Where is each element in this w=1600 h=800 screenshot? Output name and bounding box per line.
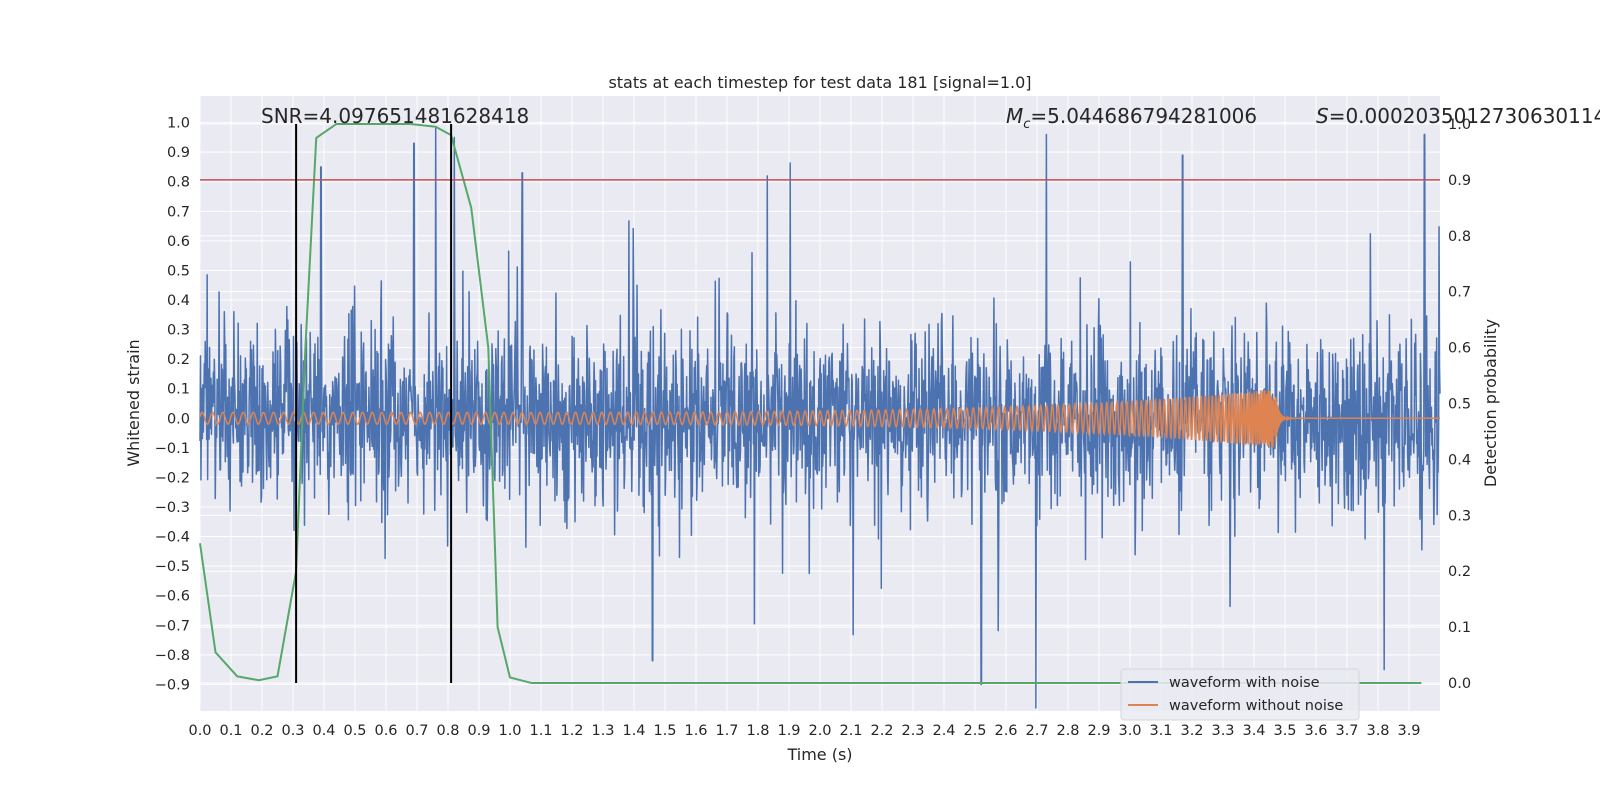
chirp-mass-symbol: M xyxy=(1006,104,1023,128)
y-tick-label: 0.9 xyxy=(167,145,190,161)
x-tick-label: 1.8 xyxy=(746,723,769,739)
y-axis-label: Whitened strain xyxy=(124,339,143,466)
snr-annotation: SNR=4.097651481628418 xyxy=(261,104,529,128)
x-tick-label: 0.3 xyxy=(281,723,304,739)
x-tick-label: 1.3 xyxy=(591,723,614,739)
s-value: =0.00020350127306301147 xyxy=(1329,104,1600,128)
x-tick-label: 0.0 xyxy=(188,723,211,739)
x-tick-label: 3.5 xyxy=(1273,723,1296,739)
y-tick-label: 0.0 xyxy=(167,411,190,427)
y-tick-label: 0.4 xyxy=(167,293,190,309)
y2-tick-label: 0.5 xyxy=(1448,397,1471,413)
y-tick-label: 0.8 xyxy=(167,175,190,191)
y-tick-label: 0.3 xyxy=(167,323,190,339)
x-tick-label: 0.7 xyxy=(405,723,428,739)
x-tick-label: 2.2 xyxy=(870,723,893,739)
legend: waveform with noise waveform without noi… xyxy=(1120,668,1360,721)
series-layer xyxy=(199,127,1441,709)
y2-tick-label: 0.0 xyxy=(1448,676,1471,692)
y-tick-label: −0.2 xyxy=(155,470,190,486)
x-tick-label: 2.4 xyxy=(932,723,955,739)
chirp-mass-annotation: Mc=5.044686794281006 xyxy=(1006,104,1257,132)
y2-tick-label: 0.8 xyxy=(1448,229,1471,245)
overlay-layer xyxy=(199,122,1440,685)
s-symbol: S xyxy=(1316,104,1329,128)
x-tick-label: 0.5 xyxy=(343,723,366,739)
x-tick-label: 2.7 xyxy=(1025,723,1048,739)
x-tick-label: 2.3 xyxy=(901,723,924,739)
y-tick-label: 0.6 xyxy=(167,234,190,250)
x-tick-label: 3.2 xyxy=(1180,723,1203,739)
x-tick-label: 1.5 xyxy=(653,723,676,739)
x-tick-label: 1.2 xyxy=(560,723,583,739)
y-tick-label: −0.1 xyxy=(155,441,190,457)
x-tick-label: 3.7 xyxy=(1335,723,1358,739)
y-tick-label: −0.9 xyxy=(155,677,190,693)
x-tick-label: 3.1 xyxy=(1149,723,1172,739)
x-tick-label: 0.4 xyxy=(312,723,335,739)
chirp-mass-subscript: c xyxy=(1023,117,1030,132)
y-tick-label: 0.5 xyxy=(167,263,190,279)
x-tick-label: 0.9 xyxy=(467,723,490,739)
x-tick-label: 1.4 xyxy=(622,723,645,739)
x-tick-label: 3.9 xyxy=(1397,723,1420,739)
x-tick-label: 2.6 xyxy=(994,723,1017,739)
y-tick-label: −0.7 xyxy=(155,618,190,634)
y-tick-label: 0.2 xyxy=(167,352,190,368)
y2-tick-label: 0.7 xyxy=(1448,285,1471,301)
tick-labels: 1.0 0.9 0.8 0.7 0.6 0.5 0.4 0.3 0.2 0.1 0.0 −0.1 −0.… xyxy=(155,116,1471,739)
y2-tick-label: 0.1 xyxy=(1448,620,1471,636)
x-tick-label: 3.8 xyxy=(1366,723,1389,739)
x-tick-label: 1.9 xyxy=(777,723,800,739)
x-tick-label: 1.0 xyxy=(498,723,521,739)
x-tick-label: 2.8 xyxy=(1056,723,1079,739)
y2-tick-label: 0.4 xyxy=(1448,452,1471,468)
clean-waveform-line xyxy=(199,389,1440,448)
chart-title: stats at each timestep for test data 181… xyxy=(608,73,1031,92)
y-tick-label: −0.4 xyxy=(155,530,190,546)
y2-tick-label: 0.3 xyxy=(1448,508,1471,524)
x-tick-label: 1.6 xyxy=(684,723,707,739)
x-tick-label: 1.1 xyxy=(529,723,552,739)
x-tick-label: 0.1 xyxy=(219,723,242,739)
y-tick-label: −0.8 xyxy=(155,648,190,664)
detection-probability-line xyxy=(199,122,1422,685)
y2-axis-label: Detection probability xyxy=(1481,319,1500,487)
y-tick-label: 1.0 xyxy=(167,116,190,132)
y-tick-label: −0.3 xyxy=(155,500,190,516)
y-tick-label: 0.1 xyxy=(167,382,190,398)
x-tick-label: 0.2 xyxy=(250,723,273,739)
y-tick-label: 0.7 xyxy=(167,204,190,220)
y2-tick-label: 0.2 xyxy=(1448,564,1471,580)
x-tick-label: 2.5 xyxy=(963,723,986,739)
x-axis-label: Time (s) xyxy=(786,745,852,764)
y2-tick-label: 1.0 xyxy=(1448,117,1471,133)
x-tick-label: 3.4 xyxy=(1242,723,1265,739)
chirp-mass-value: =5.044686794281006 xyxy=(1030,104,1257,128)
legend-box xyxy=(1120,668,1360,721)
y-tick-label: −0.6 xyxy=(155,589,190,605)
x-tick-label: 0.8 xyxy=(436,723,459,739)
x-tick-label: 3.6 xyxy=(1304,723,1327,739)
legend-label-clean: waveform without noise xyxy=(1169,698,1343,714)
x-tick-label: 0.6 xyxy=(374,723,397,739)
x-tick-label: 2.9 xyxy=(1087,723,1110,739)
x-tick-label: 3.0 xyxy=(1118,723,1141,739)
y-tick-label: −0.5 xyxy=(155,559,190,575)
y2-tick-label: 0.9 xyxy=(1448,173,1471,189)
x-tick-label: 2.0 xyxy=(808,723,831,739)
x-tick-label: 3.3 xyxy=(1211,723,1234,739)
s-annotation: S=0.00020350127306301147 xyxy=(1316,104,1600,128)
legend-label-noise: waveform with noise xyxy=(1169,675,1320,691)
x-tick-label: 2.1 xyxy=(839,723,862,739)
x-tick-label: 1.7 xyxy=(715,723,738,739)
y2-tick-label: 0.6 xyxy=(1448,341,1471,357)
